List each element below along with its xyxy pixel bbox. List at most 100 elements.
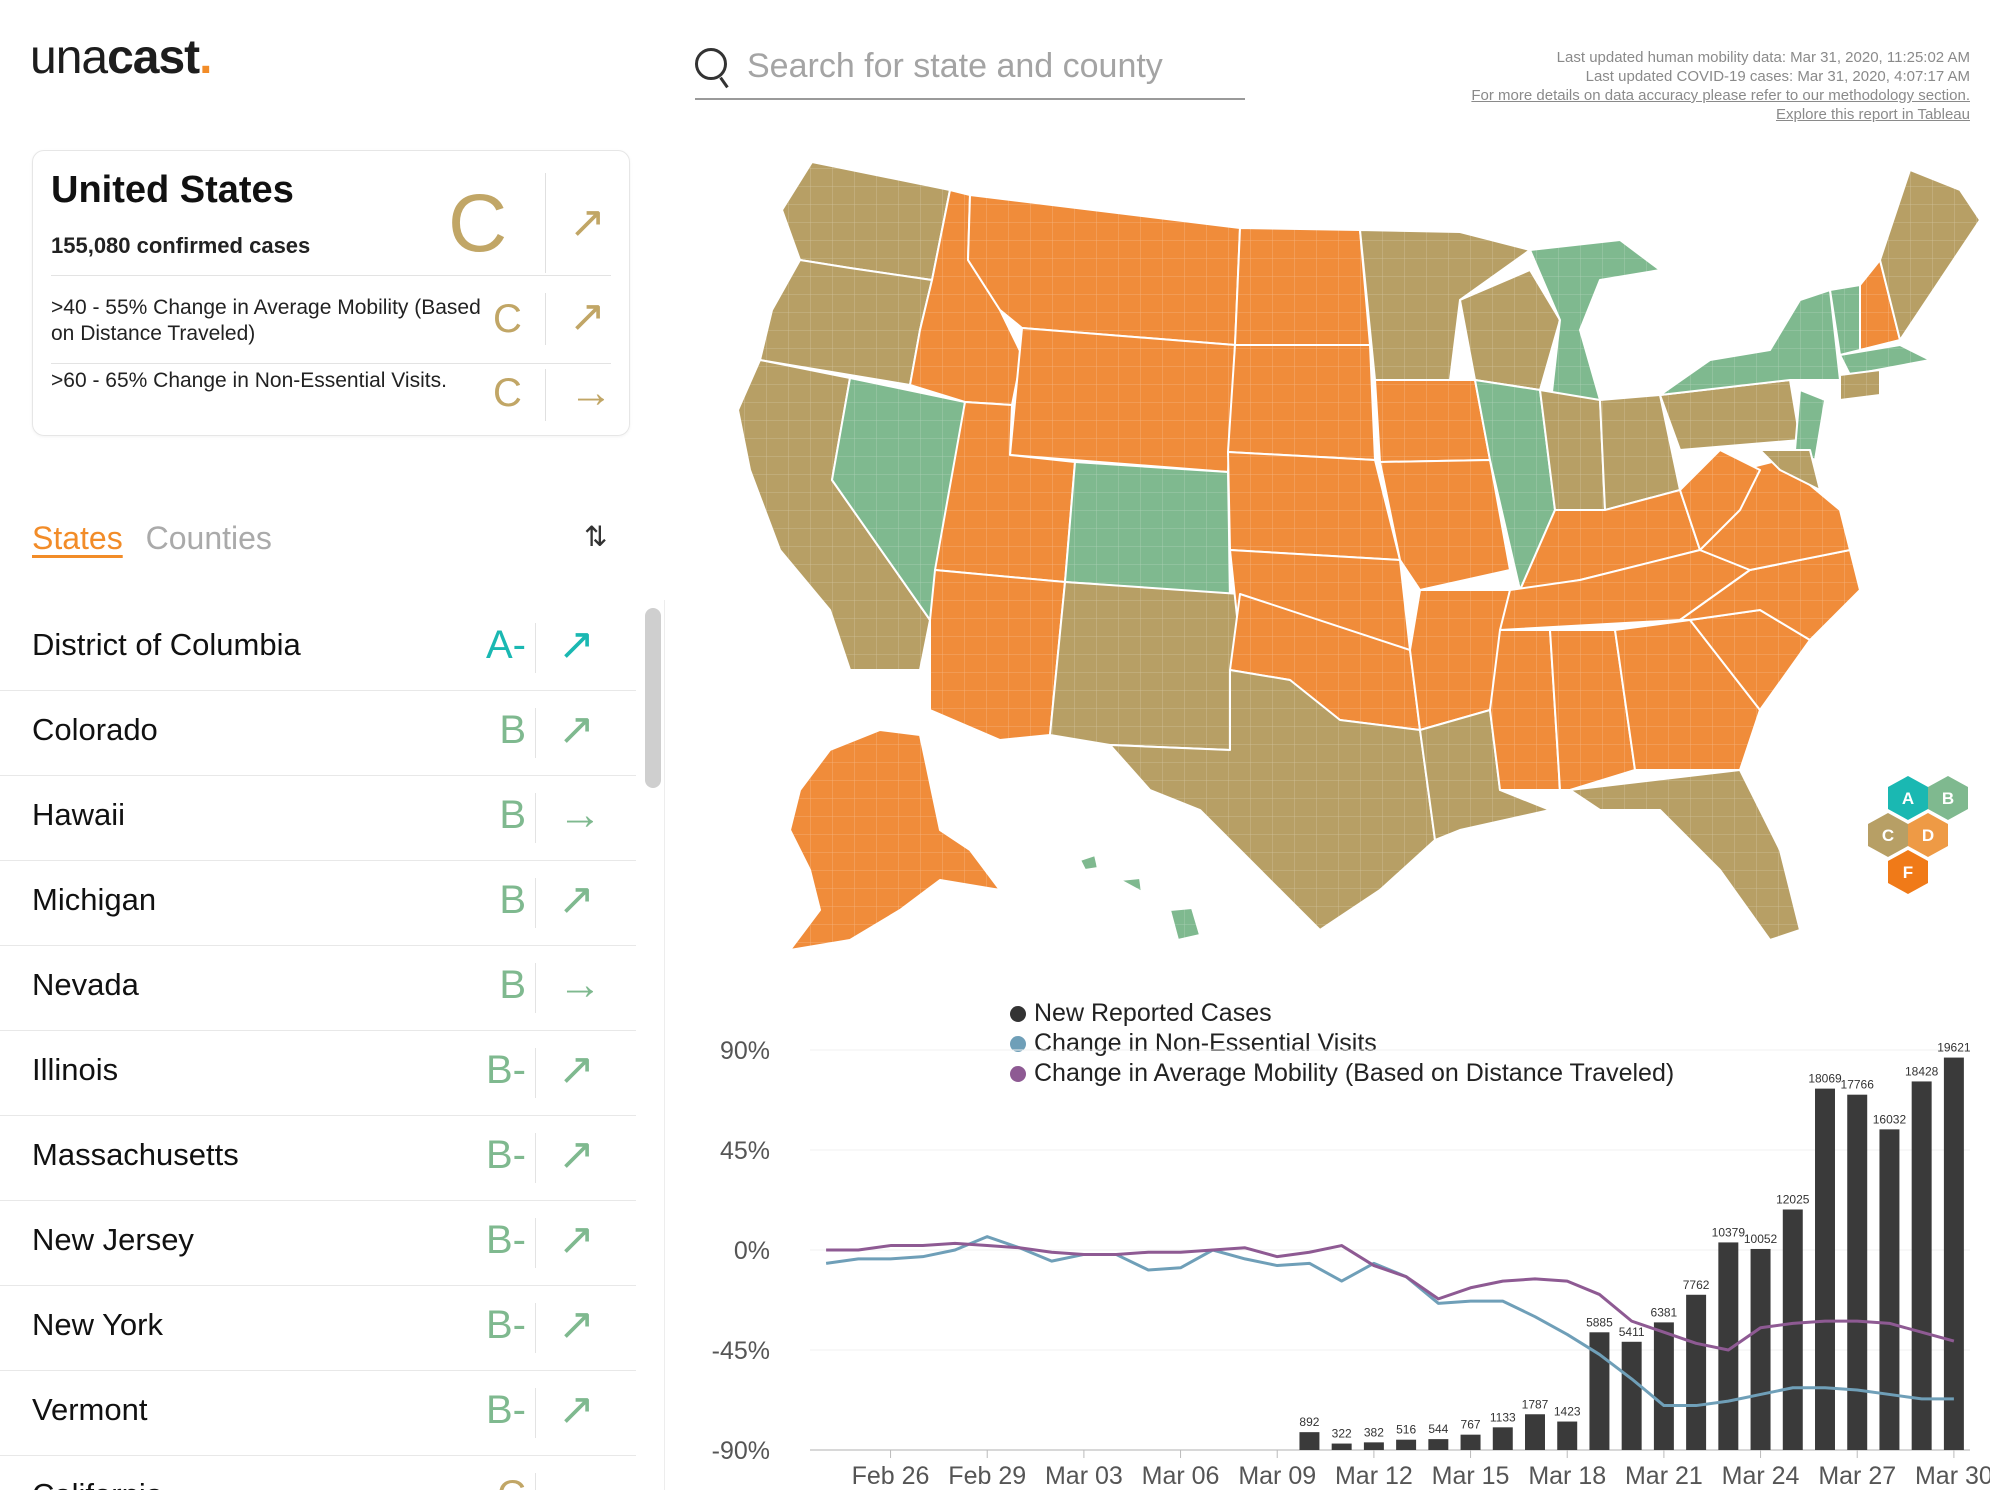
state-row[interactable]: Michigan B ↗ xyxy=(0,860,636,946)
state-grade: B xyxy=(499,878,526,922)
y-tick-label: 90% xyxy=(720,1037,770,1065)
case-bar-label: 544 xyxy=(1428,1422,1448,1436)
state-grade: B xyxy=(499,793,526,837)
state-name: Vermont xyxy=(32,1392,148,1427)
state-montana[interactable] xyxy=(967,194,1241,346)
case-bar xyxy=(1943,1057,1964,1450)
state-north-dakota[interactable] xyxy=(1234,227,1371,346)
case-bar-label: 516 xyxy=(1396,1423,1416,1437)
divider xyxy=(535,793,536,843)
state-grade: B xyxy=(499,708,526,752)
legend-item-visits[interactable]: Change in Non-Essential Visits xyxy=(1010,1028,1674,1058)
methodology-link[interactable]: For more details on data accuracy please… xyxy=(1471,87,1970,104)
state-list: District of Columbia A- ↗ Colorado B ↗ Hawaii B… xyxy=(0,605,636,1490)
legend-label-f: F xyxy=(1903,863,1913,882)
state-name: Nevada xyxy=(32,967,139,1002)
state-colorado[interactable] xyxy=(1064,461,1231,595)
state-nebraska[interactable] xyxy=(1227,451,1401,561)
state-grade: C xyxy=(497,1473,526,1490)
logo-text-light: una xyxy=(30,31,108,84)
legend-hex-b xyxy=(1928,776,1968,820)
trend-arrow-icon: → xyxy=(558,1473,602,1490)
overall-grade: C xyxy=(448,178,508,269)
case-bar-label: 5885 xyxy=(1586,1315,1613,1329)
state-row[interactable]: California C → xyxy=(0,1455,636,1490)
divider xyxy=(545,369,546,421)
case-bar-label: 1133 xyxy=(1490,1410,1516,1424)
summary-title: United States xyxy=(51,169,294,211)
state-hawaii[interactable] xyxy=(1079,854,1201,941)
state-maine[interactable] xyxy=(1879,169,1980,341)
divider xyxy=(535,1048,536,1098)
legend-hex-a xyxy=(1888,776,1928,820)
case-bar-label: 10052 xyxy=(1744,1232,1778,1246)
legend-dot xyxy=(1010,1036,1026,1053)
trend-arrow-icon: ↗ xyxy=(558,705,595,754)
state-new-mexico[interactable] xyxy=(1049,581,1241,751)
search-input[interactable] xyxy=(745,40,1239,92)
us-grade-map[interactable]: A B C D F xyxy=(700,150,1980,950)
trend-arrow-icon: ↗ xyxy=(558,1130,595,1179)
case-bar xyxy=(1396,1439,1417,1450)
legend-label: New Reported Cases xyxy=(1034,999,1272,1027)
tab-counties[interactable]: Counties xyxy=(145,520,272,556)
case-bar xyxy=(1363,1442,1384,1450)
search-icon xyxy=(695,48,727,80)
divider xyxy=(535,963,536,1013)
case-bar-label: 322 xyxy=(1332,1427,1352,1441)
state-row[interactable]: Nevada B → xyxy=(0,945,636,1031)
divider xyxy=(535,1388,536,1438)
state-mississippi[interactable] xyxy=(1489,629,1561,791)
state-row[interactable]: Illinois B- ↗ xyxy=(0,1030,636,1116)
case-bar-label: 18428 xyxy=(1905,1064,1939,1078)
x-tick-label: Feb 26 xyxy=(852,1462,930,1490)
state-name: New York xyxy=(32,1307,163,1342)
state-wyoming[interactable] xyxy=(1009,327,1236,473)
search-bar xyxy=(695,40,1245,100)
state-name: Massachusetts xyxy=(32,1137,239,1172)
us-summary-card: United States 155,080 confirmed cases C … xyxy=(32,150,630,436)
state-grade: B- xyxy=(486,1388,526,1432)
case-bar-label: 767 xyxy=(1461,1418,1481,1432)
case-bar-label: 5411 xyxy=(1619,1325,1645,1339)
state-arizona[interactable] xyxy=(929,569,1066,741)
state-florida[interactable] xyxy=(1569,769,1801,941)
confirmed-cases: 155,080 confirmed cases xyxy=(51,233,311,258)
legend-label-c: C xyxy=(1882,826,1894,845)
chart-legend: New Reported Cases Change in Non-Essenti… xyxy=(1010,998,1674,1088)
divider xyxy=(535,1133,536,1183)
state-connecticut[interactable] xyxy=(1839,369,1881,401)
state-alaska[interactable] xyxy=(789,729,1001,950)
state-row[interactable]: Hawaii B → xyxy=(0,775,636,861)
tab-states[interactable]: States xyxy=(32,520,123,556)
scrollbar[interactable] xyxy=(645,608,661,788)
tableau-link[interactable]: Explore this report in Tableau xyxy=(1775,106,1970,123)
state-row[interactable]: New Jersey B- ↗ xyxy=(0,1200,636,1286)
state-name: Illinois xyxy=(32,1052,119,1087)
legend-item-mobility[interactable]: Change in Average Mobility (Based on Dis… xyxy=(1010,1058,1674,1088)
state-new-york[interactable] xyxy=(1659,289,1841,396)
mobility-metric-text: >40 - 55% Change in Average Mobility (Ba… xyxy=(51,296,481,345)
case-bar xyxy=(1782,1209,1803,1450)
case-bar-label: 10379 xyxy=(1712,1225,1746,1239)
tab-bar: States Counties xyxy=(32,520,272,557)
state-south-dakota[interactable] xyxy=(1227,344,1376,461)
legend-hex-f xyxy=(1888,850,1928,894)
state-grade: A- xyxy=(486,623,526,667)
case-bar xyxy=(1428,1439,1449,1450)
state-row[interactable]: Vermont B- ↗ xyxy=(0,1370,636,1456)
legend-item-cases[interactable]: New Reported Cases xyxy=(1010,998,1674,1028)
case-bar-label: 892 xyxy=(1299,1415,1319,1429)
state-row[interactable]: District of Columbia A- ↗ xyxy=(0,605,636,691)
state-row[interactable]: Massachusetts B- ↗ xyxy=(0,1115,636,1201)
state-row[interactable]: New York B- ↗ xyxy=(0,1285,636,1371)
state-iowa[interactable] xyxy=(1374,379,1491,463)
unacast-logo[interactable]: unacast. xyxy=(30,30,213,85)
sort-icon[interactable]: ⇅ xyxy=(584,521,608,552)
state-row[interactable]: Colorado B ↗ xyxy=(0,690,636,776)
x-tick-label: Mar 12 xyxy=(1335,1462,1413,1490)
trend-chart[interactable]: 90% 45% 0% -45% -90% Feb 26 Feb 29 Mar 03 Mar 06… xyxy=(680,990,1990,1490)
state-name: New Jersey xyxy=(32,1222,194,1257)
case-bar xyxy=(1331,1443,1352,1450)
trend-arrow-icon: ↗ xyxy=(558,1215,595,1264)
